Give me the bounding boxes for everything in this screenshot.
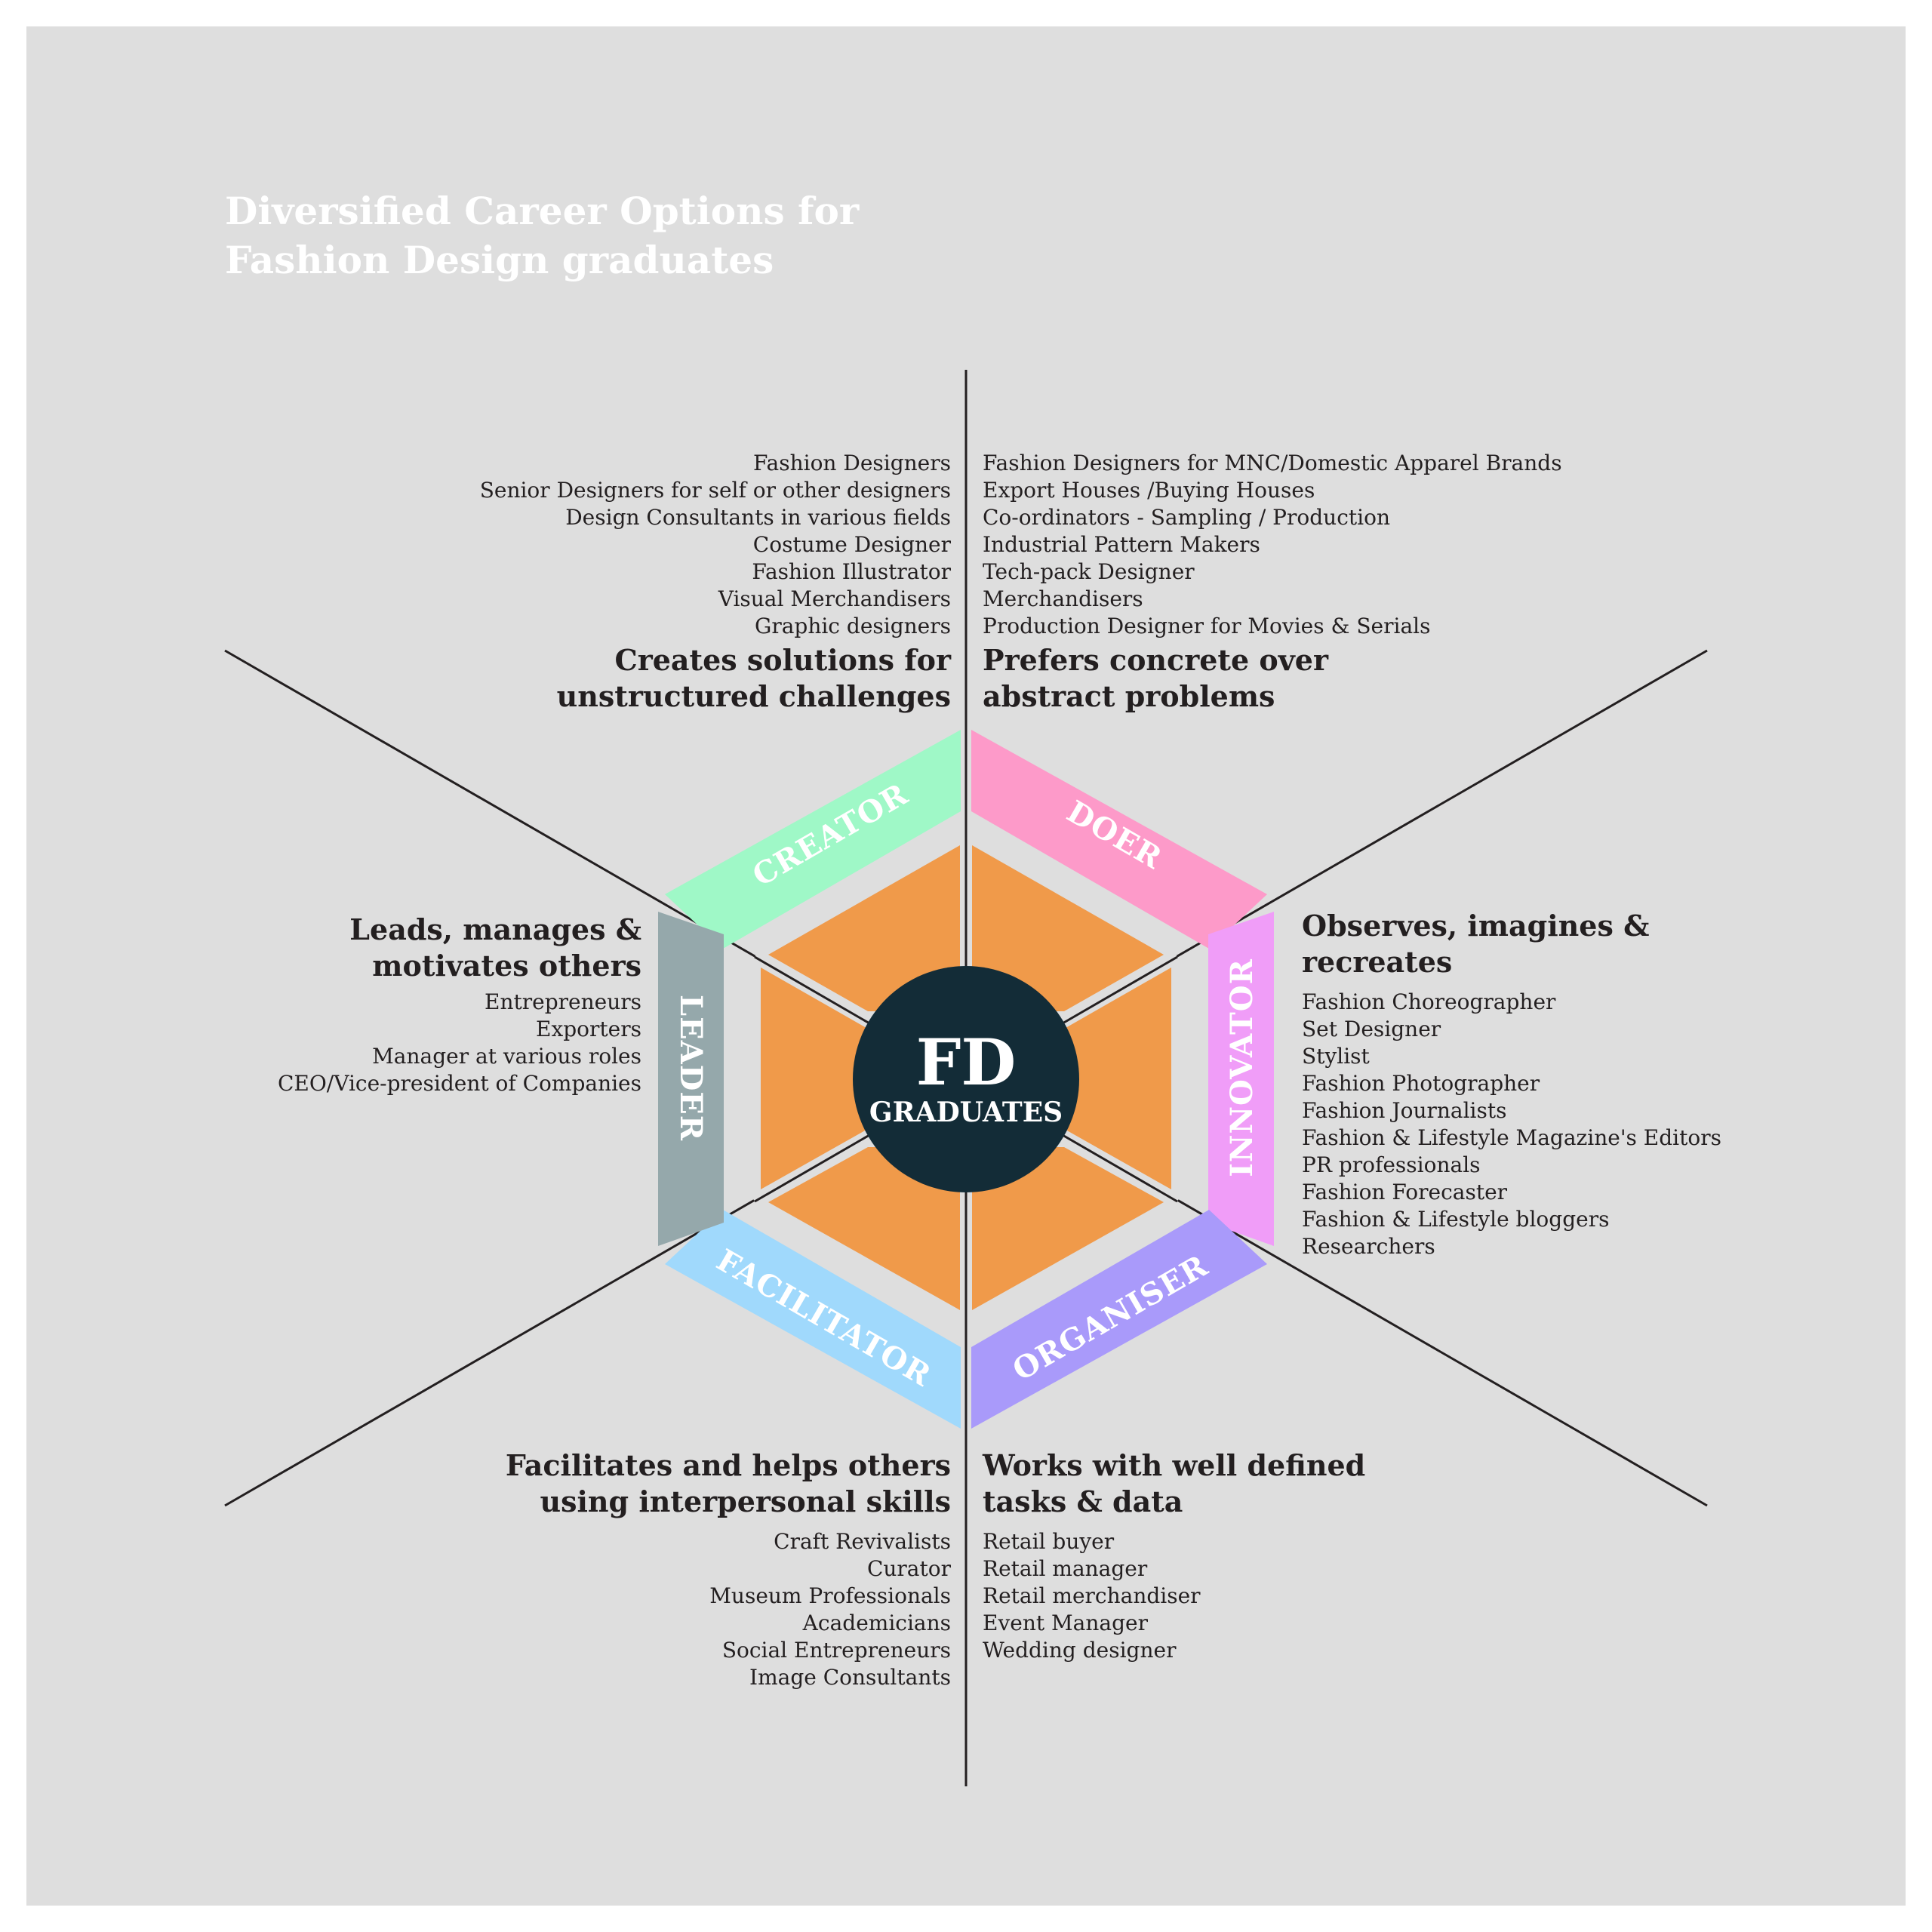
- hex-segment-creator: [768, 845, 960, 1011]
- leader-band: [658, 912, 724, 1246]
- doer-section: Fashion Designers for MNC/Domestic Appar…: [983, 451, 1562, 713]
- leader-section: Leads, manages & motivates others Entrep…: [278, 912, 641, 1096]
- creator-item: Visual Merchandisers: [718, 586, 951, 611]
- doer-band: [971, 730, 1267, 949]
- organiser-item: Retail merchandiser: [983, 1583, 1201, 1608]
- hex-segment-facilitator: [768, 1147, 960, 1310]
- creator-heading-line-2: unstructured challenges: [557, 679, 951, 713]
- facilitator-item: Curator: [867, 1556, 952, 1581]
- inner-hexagon: [761, 845, 1171, 1310]
- doer-item: Production Designer for Movies & Serials: [983, 614, 1430, 638]
- creator-band: [665, 730, 961, 949]
- center-subtitle: GRADUATES: [869, 1097, 1063, 1128]
- facilitator-item: Image Consultants: [749, 1665, 951, 1690]
- facilitator-band: [665, 1210, 961, 1429]
- leader-heading-line-2: motivates others: [372, 949, 641, 983]
- leader-band-label: LEADER: [673, 995, 709, 1141]
- innovator-item: Fashion & Lifestyle bloggers: [1302, 1207, 1609, 1232]
- facilitator-heading-line-2: using interpersonal skills: [540, 1484, 951, 1518]
- hex-segment-doer: [972, 845, 1164, 1011]
- innovator-section: Observes, imagines & recreates Fashion C…: [1302, 909, 1721, 1259]
- doer-item: Co-ordinators - Sampling / Production: [983, 505, 1390, 530]
- creator-item: Fashion Designers: [753, 451, 951, 475]
- doer-item: Industrial Pattern Makers: [983, 532, 1260, 557]
- innovator-heading-line-2: recreates: [1302, 945, 1452, 979]
- title-line-2: Fashion Design graduates: [225, 238, 774, 282]
- hex-segment-organiser: [972, 1147, 1164, 1310]
- leader-heading-line-1: Leads, manages &: [349, 912, 641, 946]
- facilitator-heading-line-1: Facilitates and helps others: [506, 1448, 951, 1482]
- creator-item: Fashion Illustrator: [752, 559, 951, 584]
- organiser-item: Retail buyer: [983, 1529, 1115, 1554]
- facilitator-item: Craft Revivalists: [774, 1529, 951, 1554]
- innovator-item: Stylist: [1302, 1044, 1371, 1069]
- innovator-item: PR professionals: [1302, 1152, 1481, 1177]
- hex-segment-leader: [761, 968, 872, 1189]
- innovator-item: Fashion Journalists: [1302, 1098, 1507, 1123]
- innovator-item: Fashion Photographer: [1302, 1071, 1540, 1096]
- doer-heading-line-2: abstract problems: [983, 679, 1275, 713]
- creator-item: Costume Designer: [753, 532, 952, 557]
- organiser-section: Works with well defined tasks & data Ret…: [982, 1448, 1365, 1663]
- creator-item: Graphic designers: [755, 614, 951, 638]
- innovator-item: Researchers: [1302, 1234, 1435, 1259]
- creator-section: Fashion Designers Senior Designers for s…: [480, 451, 952, 713]
- innovator-item: Fashion Choreographer: [1302, 989, 1556, 1014]
- leader-item: Entrepreneurs: [485, 989, 641, 1014]
- title-line-1: Diversified Career Options for: [225, 189, 860, 233]
- doer-item: Merchandisers: [983, 586, 1143, 611]
- center-title: FD: [916, 1025, 1016, 1100]
- facilitator-item: Academicians: [802, 1611, 951, 1635]
- role-bands: [658, 730, 1274, 1429]
- doer-item: Fashion Designers for MNC/Domestic Appar…: [983, 451, 1562, 475]
- creator-item: Senior Designers for self or other desig…: [480, 478, 951, 503]
- innovator-item: Set Designer: [1302, 1017, 1441, 1041]
- innovator-band-label: INNOVATOR: [1224, 958, 1260, 1177]
- organiser-heading-line-2: tasks & data: [983, 1484, 1183, 1518]
- organiser-item: Event Manager: [983, 1611, 1149, 1635]
- organiser-item: Retail manager: [983, 1556, 1148, 1581]
- facilitator-item: Social Entrepreneurs: [722, 1638, 951, 1663]
- doer-item: Tech-pack Designer: [983, 559, 1195, 584]
- organiser-item: Wedding designer: [983, 1638, 1177, 1663]
- doer-item: Export Houses /Buying Houses: [983, 478, 1315, 503]
- innovator-item: Fashion Forecaster: [1302, 1180, 1508, 1204]
- facilitator-item: Museum Professionals: [709, 1583, 951, 1608]
- center-circle: [853, 966, 1079, 1192]
- leader-item: Manager at various roles: [372, 1044, 641, 1069]
- creator-heading-line-1: Creates solutions for: [614, 643, 951, 677]
- creator-item: Design Consultants in various fields: [565, 505, 951, 530]
- leader-item: Exporters: [536, 1017, 641, 1041]
- hex-segment-innovator: [1060, 968, 1171, 1189]
- organiser-band: [971, 1210, 1267, 1429]
- organiser-heading-line-1: Works with well defined: [982, 1448, 1365, 1482]
- facilitator-section: Facilitates and helps others using inter…: [506, 1448, 952, 1690]
- innovator-item: Fashion & Lifestyle Magazine's Editors: [1302, 1125, 1721, 1150]
- innovator-heading-line-1: Observes, imagines &: [1302, 909, 1649, 943]
- doer-heading-line-1: Prefers concrete over: [983, 643, 1329, 677]
- innovator-band: [1208, 912, 1274, 1246]
- leader-item: CEO/Vice-president of Companies: [278, 1071, 641, 1096]
